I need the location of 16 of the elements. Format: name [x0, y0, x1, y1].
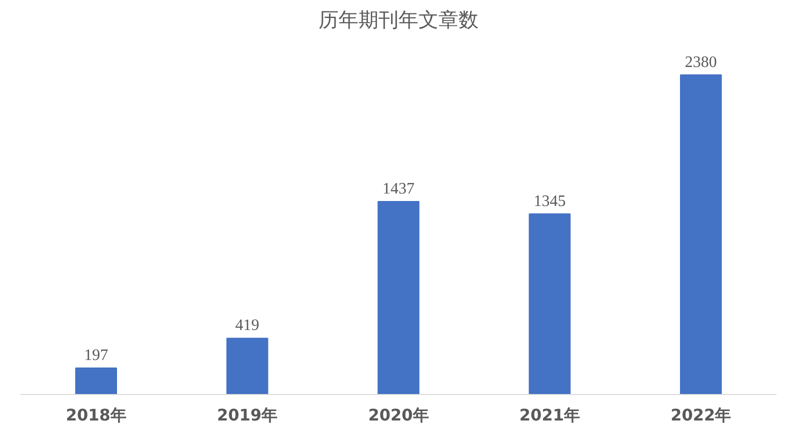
x-tick-label: 2022年 [670, 406, 732, 424]
x-tick-label: 2019年 [217, 406, 278, 424]
bar [226, 338, 268, 394]
x-tick-label: 2021年 [519, 406, 580, 424]
bar [75, 368, 118, 394]
data-label: 2380 [684, 54, 717, 71]
bar [528, 213, 571, 394]
data-label: 1345 [534, 192, 566, 210]
bar [680, 74, 722, 394]
data-label: 197 [84, 347, 108, 364]
x-tick-label: 2018年 [66, 406, 126, 424]
data-label: 1437 [382, 180, 414, 198]
bar [378, 201, 420, 394]
chart-title: 历年期刊年文章数 [318, 8, 478, 32]
data-label: 419 [235, 317, 260, 334]
x-tick-label: 2020年 [368, 406, 429, 424]
